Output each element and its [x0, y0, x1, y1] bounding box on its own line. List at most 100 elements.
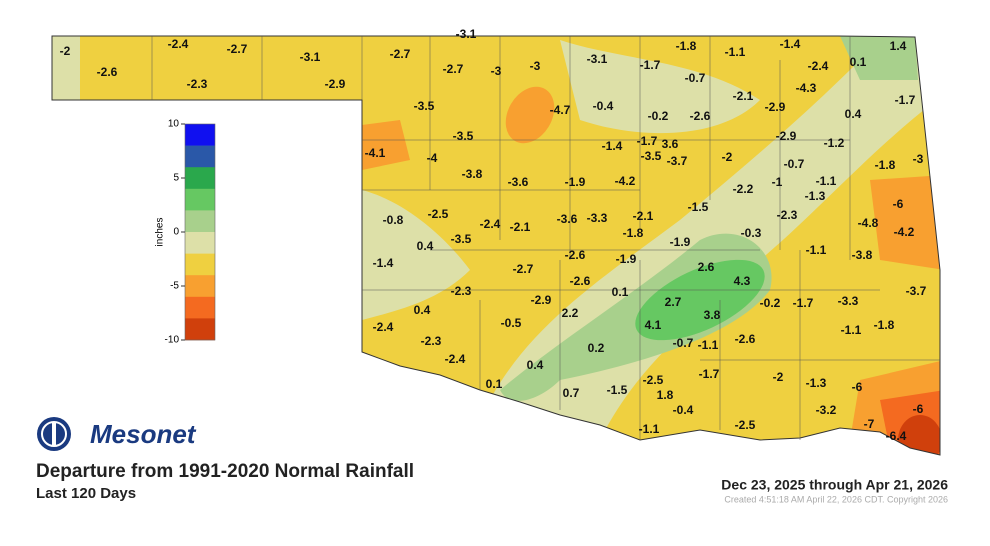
- station-value: -6: [852, 380, 863, 394]
- station-value: -3.1: [587, 52, 608, 66]
- station-value: -4.2: [894, 225, 915, 239]
- station-value: -3: [913, 152, 924, 166]
- station-value: -1.7: [793, 296, 814, 310]
- station-value: -4.8: [858, 216, 879, 230]
- station-value: -0.2: [648, 109, 669, 123]
- legend-band: [185, 188, 215, 211]
- legend-band: [185, 275, 215, 298]
- station-value: -1.3: [806, 376, 827, 390]
- station-value: 0.4: [527, 358, 544, 372]
- station-value: -3.7: [667, 154, 688, 168]
- station-value: -3.8: [852, 248, 873, 262]
- station-value: 0.1: [486, 377, 503, 391]
- legend: inches 10 5 0 -5 -10: [155, 119, 216, 346]
- station-value: -2.4: [373, 320, 394, 334]
- station-value: -2.7: [227, 42, 248, 56]
- station-value: -1.7: [637, 134, 658, 148]
- station-value: -2.5: [735, 418, 756, 432]
- station-value: -1.4: [780, 37, 801, 51]
- station-value: -1.7: [699, 367, 720, 381]
- station-value: -2.1: [733, 89, 754, 103]
- station-value: -2.6: [690, 109, 711, 123]
- station-value: -2.3: [187, 77, 208, 91]
- station-value: -3.5: [414, 99, 435, 113]
- station-value: -3.5: [453, 129, 474, 143]
- station-value: -3.1: [300, 50, 321, 64]
- station-value: 0.7: [563, 386, 580, 400]
- station-value: -4.2: [615, 174, 636, 188]
- legend-band: [185, 296, 215, 319]
- station-value: -1.8: [875, 158, 896, 172]
- station-value: -2.5: [428, 207, 449, 221]
- station-value: 1.8: [657, 388, 674, 402]
- period: Dec 23, 2025 through Apr 21, 2026: [721, 477, 948, 493]
- station-value: -2.7: [513, 262, 534, 276]
- station-value: -3: [530, 59, 541, 73]
- station-value: -1.8: [874, 318, 895, 332]
- station-value: -3.5: [451, 232, 472, 246]
- station-value: -3.3: [587, 211, 608, 225]
- legend-band: [185, 318, 215, 341]
- station-value: -2.4: [480, 217, 501, 231]
- station-value: -2.4: [808, 59, 829, 73]
- station-value: -1.1: [698, 338, 719, 352]
- station-value: -2.9: [776, 129, 797, 143]
- subtitle: Last 120 Days: [36, 485, 136, 502]
- station-values: -2-2.6-2.4-2.3-2.7-3.1-2.9-2.7-3.1-2.7 -3…: [60, 27, 927, 443]
- legend-tick-label: 10: [168, 119, 180, 130]
- station-value: -1.9: [670, 235, 691, 249]
- station-value: -0.3: [741, 226, 762, 240]
- station-value: -2.3: [421, 334, 442, 348]
- station-value: -2: [60, 44, 71, 58]
- county-lines: [151, 36, 940, 440]
- state-outline: [51, 35, 941, 456]
- station-value: -2.3: [777, 208, 798, 222]
- station-value: -0.8: [383, 213, 404, 227]
- legend-band: [185, 167, 215, 190]
- station-value: -1.1: [639, 422, 660, 436]
- station-value: 4.1: [645, 318, 662, 332]
- station-value: 0.2: [588, 341, 605, 355]
- station-value: 3.6: [662, 137, 679, 151]
- station-value: -2.1: [633, 209, 654, 223]
- legend-title: inches: [155, 218, 166, 247]
- station-value: -2.6: [570, 274, 591, 288]
- station-value: -4: [427, 151, 438, 165]
- station-value: -3.2: [816, 403, 837, 417]
- station-value: -7: [864, 417, 875, 431]
- title: Departure from 1991-2020 Normal Rainfall: [36, 461, 414, 482]
- legend-band: [185, 253, 215, 276]
- station-value: -2.5: [643, 373, 664, 387]
- station-value: -1.8: [676, 39, 697, 53]
- legend-tick-label: 5: [173, 173, 179, 184]
- station-value: -4.1: [365, 146, 386, 160]
- station-value: -1.3: [805, 189, 826, 203]
- station-value: -6: [893, 197, 904, 211]
- station-value: 0.1: [612, 285, 629, 299]
- legend-band: [185, 145, 215, 168]
- station-value: -2: [773, 370, 784, 384]
- station-value: -2.6: [565, 248, 586, 262]
- station-value: -1.5: [688, 200, 709, 214]
- station-value: -0.7: [673, 336, 694, 350]
- station-value: -2.3: [451, 284, 472, 298]
- station-value: 0.4: [414, 303, 431, 317]
- station-value: -4.7: [550, 103, 571, 117]
- legend-band: [185, 124, 215, 146]
- station-value: 0.4: [845, 107, 862, 121]
- station-value: -2.9: [531, 293, 552, 307]
- legend-tick-label: 0: [173, 227, 179, 238]
- station-value: -2.4: [168, 37, 189, 51]
- station-value: -0.4: [593, 99, 614, 113]
- station-value: -2.9: [325, 77, 346, 91]
- station-value: -0.2: [760, 296, 781, 310]
- station-value: -2: [722, 150, 733, 164]
- legend-band: [185, 232, 215, 254]
- legend-band: [185, 210, 215, 233]
- station-value: -0.4: [673, 403, 694, 417]
- station-value: 2.2: [562, 306, 579, 320]
- station-value: -1.7: [895, 93, 916, 107]
- station-value: -2.6: [97, 65, 118, 79]
- logo-text: Mesonet: [90, 419, 197, 449]
